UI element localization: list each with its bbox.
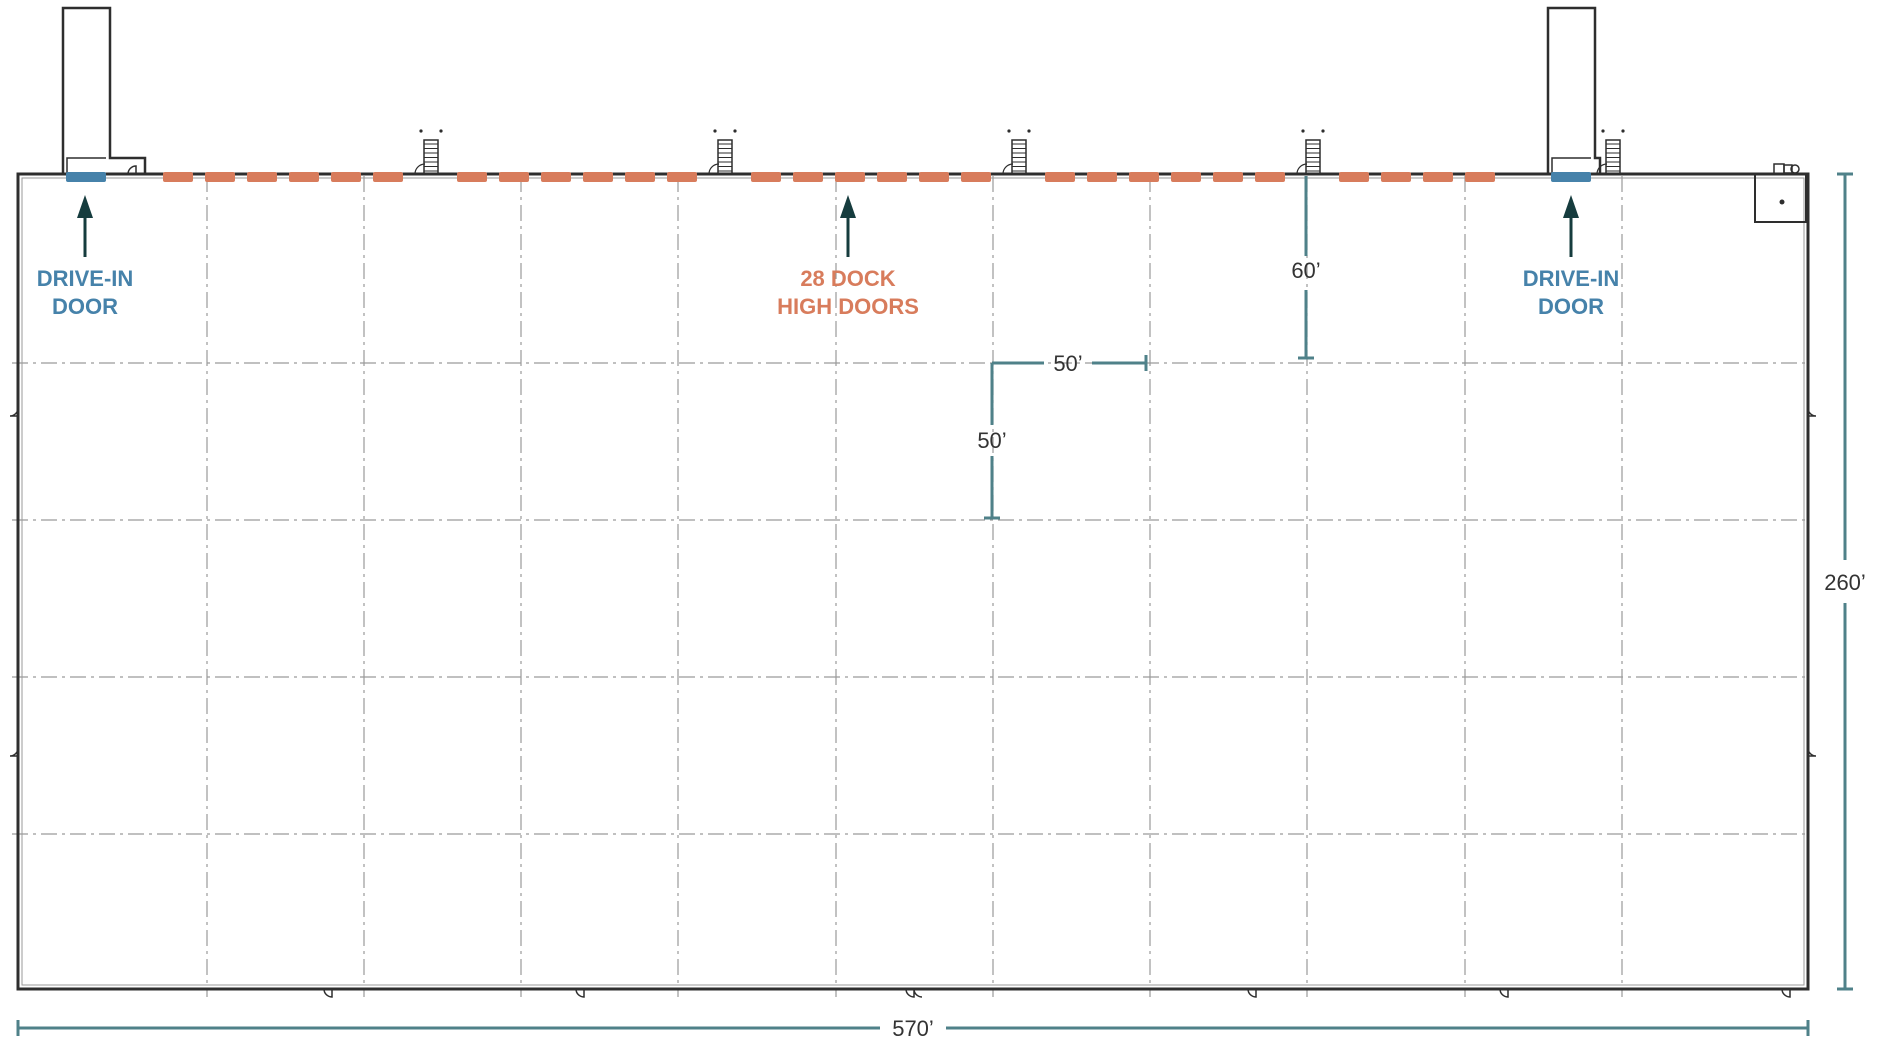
dock-door xyxy=(1255,172,1285,182)
dock-door xyxy=(205,172,235,182)
stair xyxy=(1296,129,1325,175)
left-truck-well xyxy=(61,6,147,174)
callout-labels: DRIVE-IN DOOR 28 DOCK HIGH DOORS DRIVE-I… xyxy=(37,266,1620,319)
stair xyxy=(1596,129,1625,175)
man-door xyxy=(575,988,585,998)
dim-speed-bay-label: 60’ xyxy=(1291,258,1320,283)
dimensions: 50’ 50’ 60’ 570’ 260’ xyxy=(16,172,1866,1037)
label-drive-in-right-line1: DRIVE-IN xyxy=(1523,266,1620,291)
building-outline-inner xyxy=(21,177,1805,986)
dock-door xyxy=(919,172,949,182)
dock-door xyxy=(1171,172,1201,182)
stair xyxy=(414,129,443,175)
label-dock-doors-line2: HIGH DOORS xyxy=(777,294,919,319)
exterior-stairs xyxy=(414,129,1625,175)
man-door xyxy=(9,407,19,417)
office-marker xyxy=(1779,199,1785,205)
man-door xyxy=(1247,988,1257,998)
dock-door xyxy=(541,172,571,182)
right-truck-well xyxy=(1546,6,1602,174)
stair xyxy=(708,129,737,175)
dim-bay-depth: 50’ xyxy=(977,363,1007,520)
man-door xyxy=(1807,747,1817,757)
man-door xyxy=(905,988,923,998)
dim-bay-depth-label: 50’ xyxy=(977,428,1006,453)
dock-door xyxy=(835,172,865,182)
drive-in-door-right xyxy=(1551,172,1591,182)
dock-door xyxy=(961,172,991,182)
man-door xyxy=(127,165,137,175)
dim-building-depth: 260’ xyxy=(1824,172,1866,991)
dock-door xyxy=(1213,172,1243,182)
column-grid xyxy=(12,176,1808,997)
building-outline xyxy=(16,172,1810,991)
dock-door xyxy=(583,172,613,182)
dock-door xyxy=(1465,172,1495,182)
dock-door xyxy=(1381,172,1411,182)
office-room xyxy=(1754,173,1807,223)
dim-building-width-label: 570’ xyxy=(892,1016,934,1037)
label-drive-in-left-line1: DRIVE-IN xyxy=(37,266,134,291)
arrow-drive-in-left xyxy=(77,195,93,257)
right-truck-well-inner xyxy=(1551,157,1591,174)
dock-door xyxy=(793,172,823,182)
dock-door xyxy=(1045,172,1075,182)
label-drive-in-left-line2: DOOR xyxy=(52,294,118,319)
dock-door xyxy=(625,172,655,182)
dock-doors xyxy=(163,172,1495,182)
dock-door xyxy=(247,172,277,182)
dim-bay-width: 50’ xyxy=(992,351,1148,376)
dock-door xyxy=(499,172,529,182)
man-door xyxy=(1781,988,1791,998)
dim-speed-bay: 60’ xyxy=(1291,176,1321,360)
dim-bay-width-label: 50’ xyxy=(1053,351,1082,376)
dock-door xyxy=(457,172,487,182)
dock-door xyxy=(163,172,193,182)
stair xyxy=(1002,129,1031,175)
dock-door xyxy=(751,172,781,182)
dock-door xyxy=(667,172,697,182)
dock-door xyxy=(373,172,403,182)
drive-in-doors xyxy=(66,172,1591,182)
dock-door xyxy=(1129,172,1159,182)
arrow-dock-doors xyxy=(840,195,856,257)
man-door xyxy=(9,747,19,757)
dock-door xyxy=(289,172,319,182)
left-truck-well-inner xyxy=(66,157,106,174)
callout-arrows xyxy=(77,195,1579,257)
man-door xyxy=(1807,407,1817,417)
dock-door xyxy=(1423,172,1453,182)
dock-door xyxy=(331,172,361,182)
utility-box xyxy=(1773,163,1800,175)
man-door xyxy=(1499,988,1509,998)
dock-door xyxy=(877,172,907,182)
label-drive-in-right-line2: DOOR xyxy=(1538,294,1604,319)
drive-in-door-left xyxy=(66,172,106,182)
man-door xyxy=(323,988,333,998)
building-walls xyxy=(16,6,1810,991)
dock-door xyxy=(1087,172,1117,182)
dim-building-depth-label: 260’ xyxy=(1824,570,1866,595)
dim-building-width: 570’ xyxy=(16,1016,1810,1037)
man-doors xyxy=(9,165,1817,998)
arrow-drive-in-right xyxy=(1563,195,1579,257)
label-dock-doors-line1: 28 DOCK xyxy=(800,266,895,291)
dock-door xyxy=(1339,172,1369,182)
